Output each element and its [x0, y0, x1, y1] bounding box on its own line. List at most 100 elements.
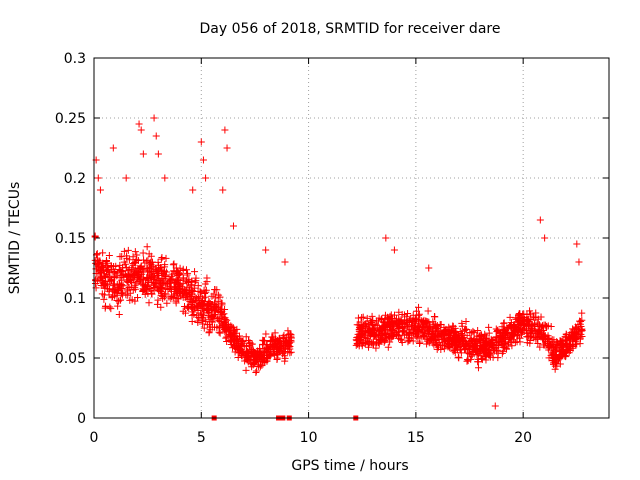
data-point [201, 290, 209, 298]
data-point [227, 322, 235, 330]
data-point [183, 278, 191, 286]
data-point [216, 309, 224, 317]
data-point [377, 325, 385, 333]
data-point [143, 257, 151, 265]
data-point [92, 277, 100, 285]
data-point [132, 255, 140, 263]
data-point [99, 249, 107, 257]
data-point [254, 355, 262, 363]
data-point [514, 311, 522, 319]
data-point [376, 332, 384, 340]
data-point [535, 326, 543, 334]
data-point [197, 138, 205, 146]
data-point [403, 330, 411, 338]
data-point [99, 282, 107, 290]
data-point [359, 313, 367, 321]
data-point [165, 293, 173, 301]
data-point [169, 261, 177, 269]
data-point [493, 347, 501, 355]
data-point [573, 240, 581, 248]
data-point [172, 299, 180, 307]
data-point [363, 314, 371, 322]
data-point [576, 340, 584, 348]
data-point [91, 256, 99, 264]
data-point [205, 298, 213, 306]
data-point [485, 329, 493, 337]
data-point [100, 295, 108, 303]
data-point [281, 258, 289, 266]
data-point [161, 290, 169, 298]
data-point [183, 303, 191, 311]
data-point [194, 282, 202, 290]
data-point [189, 186, 197, 194]
data-point [440, 345, 448, 353]
data-point [122, 291, 130, 299]
data-point [541, 332, 549, 340]
data-point [440, 334, 448, 342]
y-axis-label: SRMTID / TECUs [7, 182, 23, 295]
data-point [425, 264, 433, 272]
data-point [135, 271, 143, 279]
data-point [355, 326, 363, 334]
data-point [425, 330, 433, 338]
data-point [354, 340, 362, 348]
data-point [269, 337, 277, 345]
data-point [232, 345, 240, 353]
data-point [262, 246, 270, 254]
y-tick-label: 0.2 [64, 171, 86, 187]
data-point [129, 259, 137, 267]
data-point [235, 332, 243, 340]
data-point [97, 268, 105, 276]
data-point [96, 186, 104, 194]
x-tick-label: 15 [407, 430, 425, 446]
data-point [529, 313, 537, 321]
data-point [102, 258, 110, 266]
data-point [393, 321, 401, 329]
data-point [567, 342, 575, 350]
data-point [103, 285, 111, 293]
data-point [524, 333, 532, 341]
data-point [223, 316, 231, 324]
data-point [191, 278, 199, 286]
data-point [370, 330, 378, 338]
data-point [176, 280, 184, 288]
data-point [202, 286, 210, 294]
data-point [144, 264, 152, 272]
data-point [415, 303, 423, 311]
data-point [252, 369, 260, 377]
data-point [223, 144, 231, 152]
data-point [532, 334, 540, 342]
data-point [125, 256, 133, 264]
data-point [115, 311, 123, 319]
data-point [122, 174, 130, 182]
data-point [221, 305, 229, 313]
data-point [410, 317, 418, 325]
data-point [179, 265, 187, 273]
data-point [215, 324, 223, 332]
data-point [116, 274, 124, 282]
data-point [268, 333, 276, 341]
data-point [432, 325, 440, 333]
data-point [545, 337, 553, 345]
data-point [464, 349, 472, 357]
data-point [114, 302, 122, 310]
data-point [198, 314, 206, 322]
data-point [487, 340, 495, 348]
data-point [183, 271, 191, 279]
data-point [415, 310, 423, 318]
data-point [215, 316, 223, 324]
data-point [458, 322, 466, 330]
data-point [279, 333, 287, 341]
data-point [259, 340, 267, 348]
data-point [136, 276, 144, 284]
data-point [416, 338, 424, 346]
data-point [229, 222, 237, 230]
data-point [205, 329, 213, 337]
data-point [170, 267, 178, 275]
data-point [406, 326, 414, 334]
data-point [482, 334, 490, 342]
data-point [485, 345, 493, 353]
data-point [354, 314, 362, 322]
data-point [113, 296, 121, 304]
data-point [450, 336, 458, 344]
